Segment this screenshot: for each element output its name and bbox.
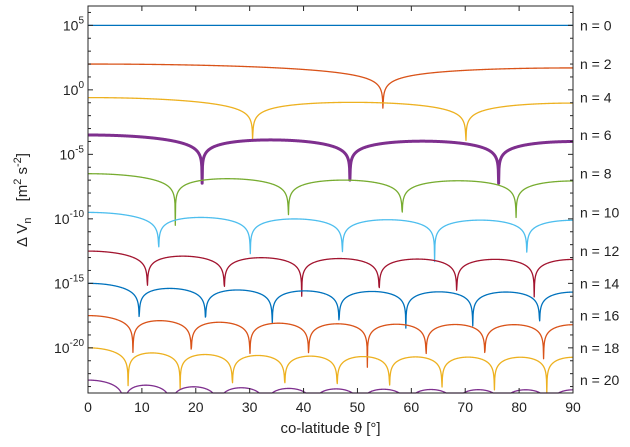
series-line-n12 (87, 250, 574, 298)
series-line-n10 (87, 211, 574, 263)
y-axis-title-unit-close: ] (14, 153, 31, 157)
y-tick-label-exponent: -10 (70, 209, 85, 220)
series-labels: n = 0 n = 2 n = 4 n = 6 n = 8 n = 10 n = 12 n =… (580, 17, 620, 388)
series-line-n18 (87, 347, 574, 394)
y-tick-label-base: 10 (54, 275, 70, 291)
y-axis-title-unit-m-exp: 2 (12, 179, 24, 185)
x-tick-label: 60 (404, 399, 420, 415)
series-label-n4: n = 4 (580, 90, 612, 106)
x-tick-label: 20 (188, 399, 204, 415)
series-label-n2: n = 2 (580, 56, 612, 72)
y-axis-title-unit-s-exp: -2 (12, 157, 24, 167)
series-label-n20: n = 20 (580, 372, 620, 388)
series-line-n20 (87, 379, 574, 394)
y-axis-title-subscript: n (22, 217, 34, 223)
y-tick-label-base: 10 (63, 17, 79, 33)
x-tick-label: 50 (350, 399, 366, 415)
plot-frame (87, 5, 574, 394)
series-line-n14 (87, 282, 574, 329)
series-line-n16 (87, 314, 574, 368)
y-tick-label: 100 (63, 80, 85, 98)
series-line-n2 (87, 63, 574, 109)
y-tick-label: 10-5 (60, 144, 85, 162)
y-tick-label: 10-10 (54, 209, 84, 227)
x-tick-label: 90 (565, 399, 581, 415)
x-axis-title: co-latitude ϑ [°] (280, 420, 380, 437)
series-label-n8: n = 8 (580, 166, 612, 182)
y-tick-label-base: 10 (60, 146, 76, 162)
series-curves (86, 24, 575, 394)
y-tick-label-exponent: -15 (70, 273, 85, 284)
y-axis-title-unit-s: s (14, 167, 31, 179)
x-tick-label: 10 (134, 399, 150, 415)
x-axis-ticks: 0 10 20 30 40 50 60 70 80 90 (84, 6, 581, 415)
series-label-n16: n = 16 (580, 308, 620, 324)
series-label-n18: n = 18 (580, 340, 620, 356)
y-axis-title: Δ Vn [m2 s-2] (12, 153, 34, 247)
y-tick-label-base: 10 (54, 211, 70, 227)
x-tick-label: 80 (511, 399, 527, 415)
y-tick-label-exponent: -20 (70, 338, 85, 349)
y-tick-label-exponent: -5 (75, 144, 84, 155)
y-tick-label-base: 10 (63, 82, 79, 98)
series-line-n4 (87, 96, 574, 142)
x-tick-label: 70 (457, 399, 473, 415)
y-tick-label-base: 10 (54, 340, 70, 356)
x-tick-label: 30 (242, 399, 258, 415)
y-tick-label: 10-20 (54, 338, 84, 356)
y-tick-label-exponent: 0 (78, 80, 84, 91)
series-line-n6 (86, 133, 575, 185)
y-tick-label-exponent: 5 (78, 15, 84, 26)
series-label-n0: n = 0 (580, 17, 612, 33)
series-label-n14: n = 14 (580, 275, 620, 291)
x-tick-label: 40 (296, 399, 312, 415)
y-tick-label: 105 (63, 15, 85, 33)
series-line-n8 (87, 173, 574, 226)
y-axis-title-base: Δ V (14, 224, 31, 247)
y-tick-label: 10-15 (54, 273, 84, 291)
x-tick-label: 0 (84, 399, 92, 415)
series-label-n10: n = 10 (580, 204, 620, 220)
series-label-n12: n = 12 (580, 243, 620, 259)
y-axis-title-unit-open: [m (14, 185, 31, 202)
series-label-n6: n = 6 (580, 127, 612, 143)
